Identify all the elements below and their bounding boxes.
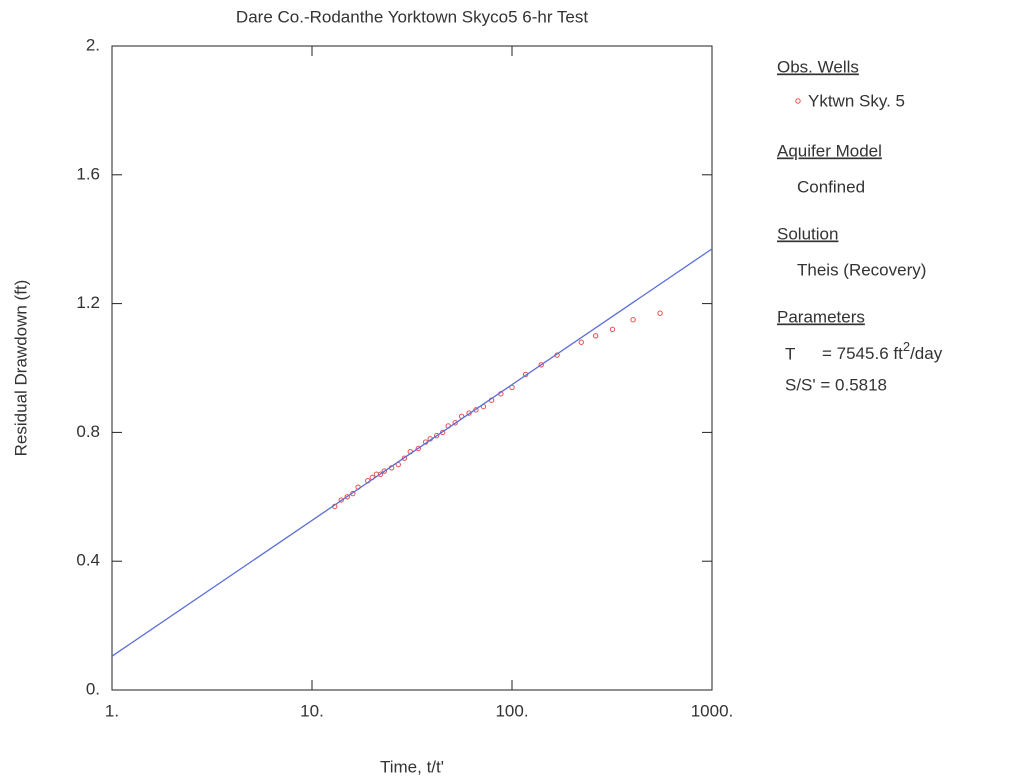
legend-header: Aquifer Model [777, 141, 882, 160]
x-tick-label: 10. [300, 701, 324, 720]
x-tick-label: 1000. [691, 701, 734, 720]
parameter-value-text: = 7545.6 ft [822, 344, 903, 363]
plot-frame [111, 45, 713, 691]
legend-panel: Obs. Wells Yktwn Sky. 5 Aquifer Model Co… [777, 57, 943, 394]
data-point [377, 471, 384, 477]
parameter-unit: /day [910, 344, 943, 363]
legend-entry: Yktwn Sky. 5 [808, 91, 905, 110]
data-point [338, 497, 344, 503]
data-point [344, 494, 350, 500]
legend-text: Confined [797, 177, 865, 196]
legend-marker [795, 98, 801, 104]
data-point [630, 317, 636, 323]
legend-header: Parameters [777, 307, 865, 326]
data-point [401, 455, 408, 461]
data-point [452, 420, 458, 426]
fit-line [111, 248, 713, 657]
data-point [609, 326, 616, 333]
y-tick-label: 0.8 [76, 422, 100, 441]
data-point [592, 333, 599, 339]
parameter-value: = 7545.6 ft2/day [822, 339, 943, 363]
x-axis-label: Time, t/t' [380, 757, 444, 776]
y-axis-label: Residual Drawdown (ft) [11, 280, 30, 457]
data-point [439, 429, 446, 436]
data-point [381, 468, 388, 474]
data-point [578, 339, 584, 345]
y-tick-label: 2. [86, 35, 100, 54]
x-tick-label: 100. [495, 701, 528, 720]
y-tick-label: 1.6 [76, 164, 100, 183]
y-tick-label: 1.2 [76, 293, 100, 312]
y-tick-label: 0.4 [76, 551, 100, 570]
data-point [433, 432, 440, 439]
data-point [657, 310, 663, 316]
legend-header: Obs. Wells [777, 57, 859, 76]
parameter-sup: 2 [903, 339, 910, 354]
legend-header: Solution [777, 224, 838, 243]
y-tick-label: 0. [86, 679, 100, 698]
parameter: S/S' = 0.5818 [785, 375, 887, 394]
data-point [538, 362, 544, 368]
legend-text: Theis (Recovery) [797, 260, 926, 279]
parameter-name: T [785, 344, 795, 363]
data-point [415, 445, 421, 452]
x-tick-label: 1. [105, 701, 119, 720]
chart-title: Dare Co.-Rodanthe Yorktown Skyco5 6-hr T… [236, 7, 588, 26]
data-point [466, 410, 472, 416]
